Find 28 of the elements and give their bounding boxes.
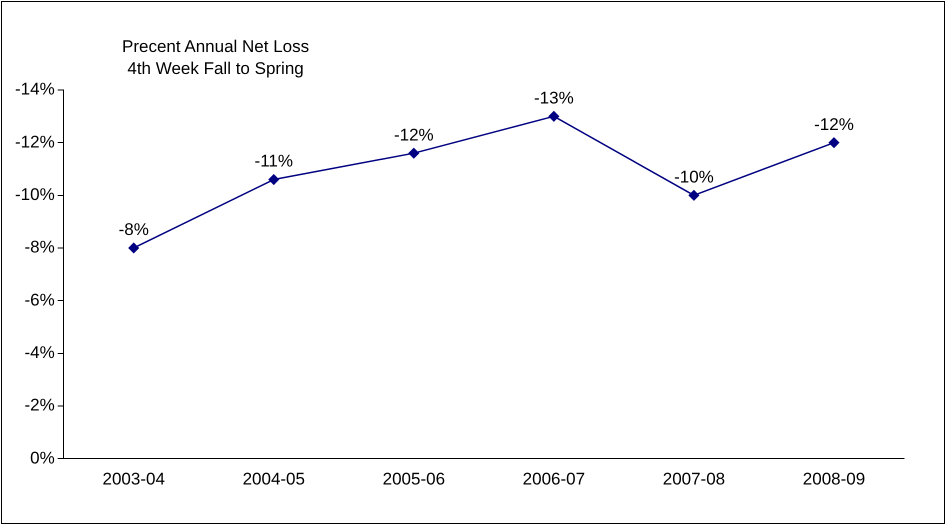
point (128, 242, 139, 254)
data-label: -10% (674, 168, 714, 186)
y-tick-label: -2% (24, 396, 55, 415)
x-tick-label: 2003-04 (102, 469, 165, 488)
y-tick-label: 0% (30, 448, 55, 468)
x-tick-label: 2006-07 (522, 469, 586, 488)
point (548, 111, 560, 122)
x-tick-label: 2004-05 (242, 469, 305, 488)
x-tick-label: 2007-08 (662, 469, 726, 488)
data-label: -13% (534, 88, 574, 108)
y-tick-label: -8% (24, 238, 55, 257)
y-tick-label: -4% (24, 342, 55, 362)
point (268, 174, 280, 185)
point (688, 190, 700, 201)
x-tick-label: 2005-06 (382, 469, 446, 488)
y-tick-label: -6% (24, 290, 55, 310)
y-tick-label: -12% (15, 132, 55, 152)
data-label: -11% (254, 152, 293, 171)
point (828, 137, 840, 148)
point (408, 148, 420, 158)
chart-subtitle: 4th Week Fall to Spring (126, 58, 305, 80)
y-tick-label: -10% (15, 185, 55, 204)
x-tick-label: 2008-09 (802, 469, 866, 488)
data-label: -8% (118, 220, 149, 240)
data-label: -12% (394, 125, 434, 144)
y-tick-label: -14% (15, 80, 55, 99)
data-label: -12% (814, 114, 854, 134)
chart-title: Precent Annual Net Loss (122, 36, 310, 58)
